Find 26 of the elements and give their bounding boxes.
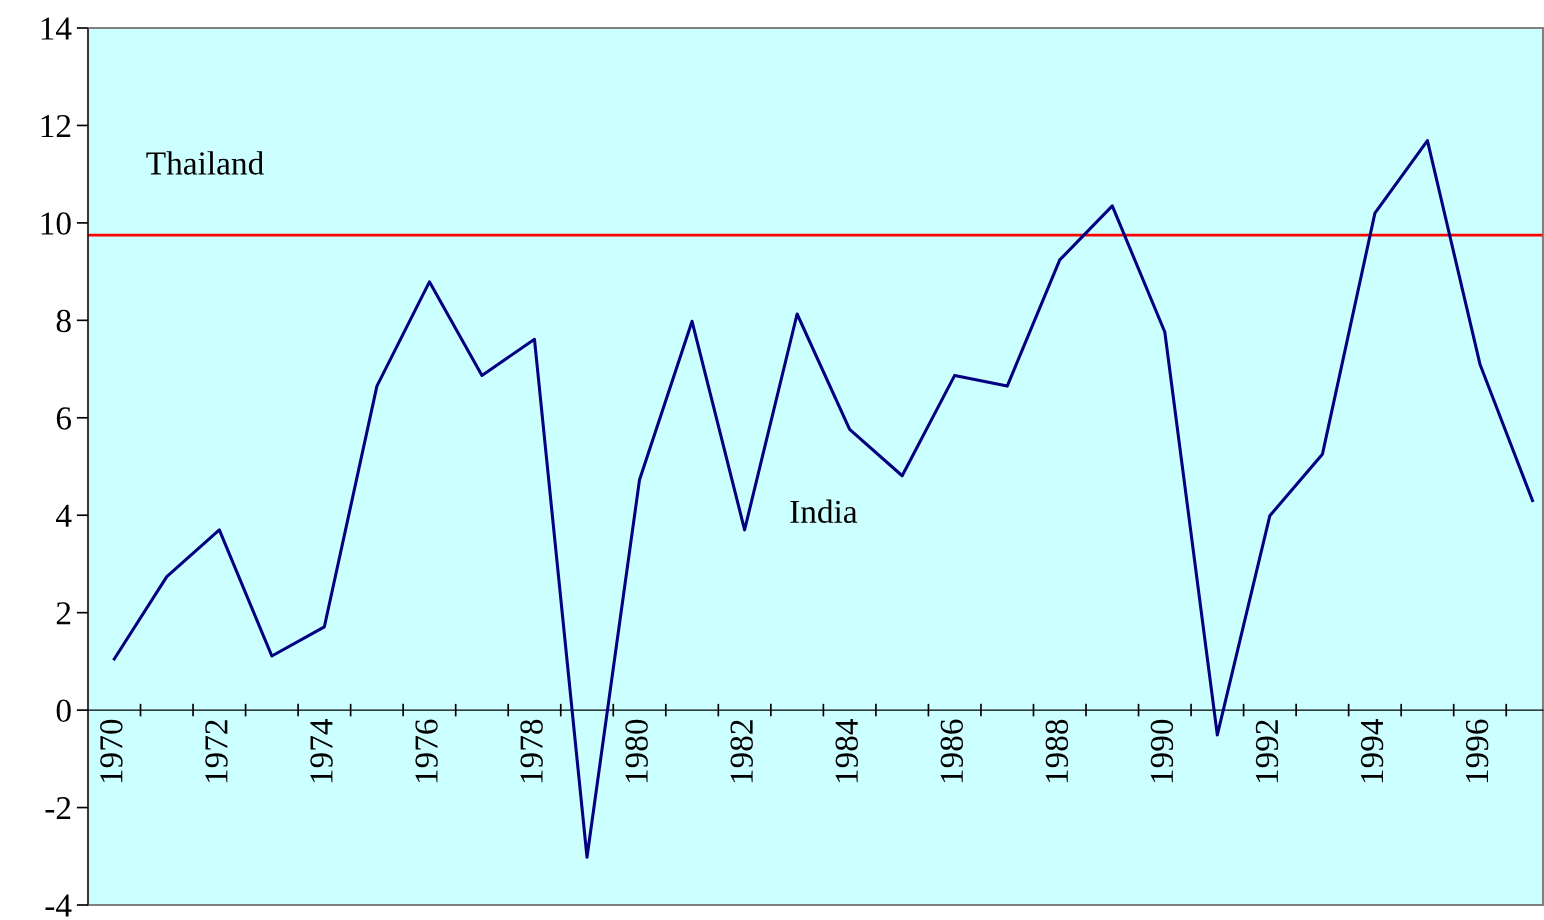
ref-line-label: Thailand: [146, 151, 264, 175]
y-tick-label: 4: [56, 504, 72, 527]
x-tick-label: 1994: [1360, 718, 1384, 783]
x-tick-label: 1982: [730, 720, 753, 783]
x-tick-label: 1972: [205, 720, 228, 783]
y-tick-label: 8: [56, 309, 71, 333]
x-tick-label: 1984: [835, 718, 858, 783]
y-tick-label: 12: [41, 114, 71, 138]
x-tick-label: 1988: [1045, 719, 1069, 783]
y-tick-label: 0: [56, 699, 71, 722]
x-tick-label: 1974: [310, 718, 333, 783]
x-tick-label: 1978: [520, 719, 543, 783]
x-tick-label: 1970: [100, 719, 123, 783]
y-tick-label: 10: [41, 212, 71, 235]
x-tick-label: 1996: [1465, 719, 1489, 783]
x-tick-label: 1976: [415, 719, 438, 783]
y-tick-label: -2: [45, 797, 71, 820]
x-tick-label: 1986: [940, 719, 964, 783]
y-tick-label: 14: [41, 17, 72, 40]
y-tick-label: -4: [45, 894, 72, 917]
y-tick-label: 2: [56, 602, 71, 625]
x-tick-label: 1992: [1255, 720, 1279, 783]
series-label: India: [790, 499, 858, 524]
y-tick-label: 6: [56, 407, 72, 430]
x-tick-label: 1990: [1150, 719, 1174, 783]
x-tick-label: 1980: [625, 719, 648, 783]
